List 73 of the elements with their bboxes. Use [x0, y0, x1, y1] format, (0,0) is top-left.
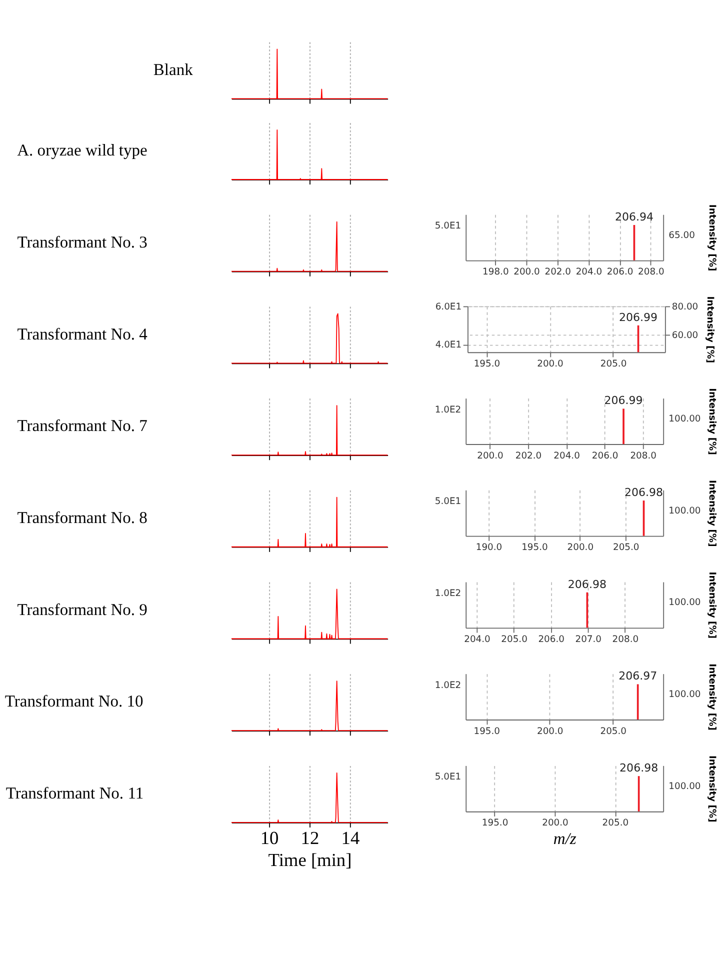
y-tick-label: 6.0E1	[435, 301, 462, 312]
x-axis-title: m/z	[553, 829, 577, 848]
text: Transformant No. 7	[17, 416, 148, 436]
x-tick-label: 200.0	[537, 358, 564, 370]
text: Transformant No. 10	[4, 692, 144, 711]
x-tick-label: 195.0	[482, 818, 508, 829]
x-tick-label: 206.0	[606, 266, 634, 278]
x-tick-label: 202.0	[544, 266, 572, 278]
x-tick-label: 195.0	[522, 542, 548, 554]
text: 5.0E1	[434, 496, 462, 508]
x-tick-label: 206.0	[592, 450, 618, 462]
annotation: 206.98	[620, 761, 658, 774]
x-tick-label: 208.0	[612, 634, 639, 645]
x-tick-label: 204.0	[576, 266, 602, 278]
x-tick-label: 208.0	[630, 450, 657, 462]
text: 100.00	[668, 597, 701, 608]
y2-axis-title: Intensity [%]	[706, 480, 718, 547]
x-tick-label: 200.0	[477, 450, 504, 462]
x-tick-label: 205.0	[612, 542, 640, 554]
x-tick-label: 205.0	[600, 726, 627, 737]
y2-tick-label: 80.00	[672, 301, 698, 312]
text: 100.00	[668, 505, 701, 516]
y2-axis-title: Intensity [%]	[706, 388, 718, 455]
text: Transformant No. 3	[17, 232, 148, 252]
text: 5.0E1	[434, 772, 462, 783]
annotation: 206.94	[614, 210, 654, 224]
x-tick-label: 200.0	[567, 542, 594, 554]
text: 1.0E2	[434, 588, 462, 600]
x-tick-label: 14	[341, 828, 360, 848]
x-tick-label: 204.0	[554, 450, 580, 462]
x-tick-label: 202.0	[515, 450, 542, 462]
x-tick-label: 195.0	[474, 726, 500, 737]
annotation: 206.98	[624, 486, 664, 499]
x-tick-label: 200.0	[542, 818, 569, 829]
text: 100.00	[668, 689, 701, 700]
x-tick-label: 10	[260, 828, 279, 848]
text: 65.00	[668, 230, 696, 241]
text: 5.0E1	[434, 220, 462, 232]
text: Transformant No. 11	[6, 784, 144, 803]
text: Blank	[153, 60, 194, 79]
annotation: 206.99	[618, 310, 658, 324]
y2-axis-title: Intensity [%]	[704, 296, 716, 364]
x-tick-label: 205.0	[602, 818, 629, 829]
x-tick-label: 198.0	[482, 266, 509, 278]
text: 100.00	[668, 414, 701, 425]
text: 1.0E2	[434, 404, 462, 416]
x-tick-label: 207.0	[575, 634, 602, 645]
x-tick-label: 195.0	[474, 358, 500, 370]
x-tick-label: 190.0	[476, 542, 502, 554]
text: Transformant No. 8	[17, 508, 148, 528]
x-tick-label: 206.0	[538, 634, 565, 645]
y2-axis-title: Intensity [%]	[706, 756, 718, 822]
y-tick-label: 4.0E1	[435, 340, 462, 351]
text: A. oryzae wild type	[17, 140, 148, 160]
x-tick-label: 205.0	[501, 634, 528, 645]
y2-tick-label: 60.00	[672, 330, 698, 341]
x-tick-label: 200.0	[514, 266, 540, 278]
y2-axis-title: Intensity [%]	[706, 664, 718, 730]
y2-axis-title: Intensity [%]	[706, 204, 718, 272]
x-tick-label: 12	[300, 828, 320, 848]
annotation: 206.98	[568, 578, 606, 591]
x-tick-label: 208.0	[638, 266, 664, 278]
text: Transformant No. 4	[17, 324, 148, 344]
x-axis-title: Time [min]	[268, 850, 352, 870]
text: 1.0E2	[434, 680, 462, 691]
annotation: 206.97	[618, 670, 658, 683]
x-tick-label: 200.0	[536, 726, 564, 737]
text: 100.00	[668, 780, 701, 792]
x-tick-label: 205.0	[600, 358, 627, 370]
x-tick-label: 204.0	[464, 634, 491, 645]
annotation: 206.99	[604, 394, 643, 408]
text: Transformant No. 9	[17, 600, 148, 619]
y2-axis-title: Intensity [%]	[706, 572, 718, 639]
